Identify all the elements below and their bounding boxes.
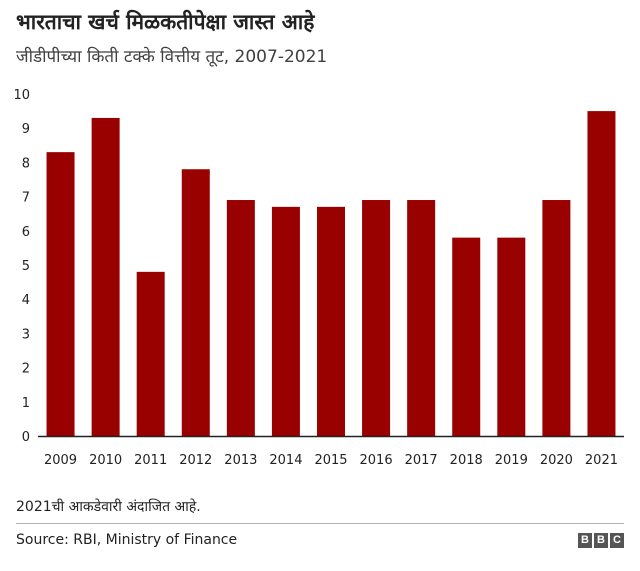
bar-2011 (136, 271, 165, 436)
footnote: 2021ची आकडेवारी अंदाजित आहे. (16, 499, 201, 515)
bar-2009 (46, 152, 75, 436)
x-tick-label: 2019 (495, 453, 528, 468)
x-tick-label: 2013 (224, 453, 257, 468)
y-tick-label: 8 (22, 156, 30, 171)
bar-2016 (362, 200, 391, 436)
logo-letter-b1: B (578, 533, 592, 548)
x-tick-label: 2014 (269, 453, 302, 468)
bar-2013 (226, 200, 255, 436)
y-tick-label: 2 (22, 362, 30, 377)
y-tick-label: 3 (22, 327, 30, 342)
y-tick-label: 0 (22, 430, 30, 445)
x-tick-label: 2021 (585, 453, 618, 468)
logo-letter-c: C (610, 533, 624, 548)
x-tick-label: 2009 (44, 453, 77, 468)
y-tick-label: 1 (22, 396, 30, 411)
bar-2012 (181, 169, 210, 437)
x-tick-label: 2015 (314, 453, 347, 468)
footer-divider (16, 523, 624, 524)
bar-2015 (317, 206, 345, 436)
bar-chart: 0 1 2 3 4 5 6 7 8 9 10 2009 2010 2011 2012 2013 2014 2015… (13, 88, 624, 468)
x-tick-label: 2010 (89, 453, 122, 468)
y-tick-label: 5 (22, 259, 30, 274)
bar-2021 (587, 111, 616, 436)
x-tick-label: 2011 (134, 453, 167, 468)
x-tick-label: 2012 (179, 453, 212, 468)
y-tick-label: 10 (13, 88, 30, 103)
bar-2020 (542, 200, 571, 436)
y-tick-label: 9 (22, 122, 30, 137)
chart-title: भारताचा खर्च मिळकतीपेक्षा जास्त आहे (16, 10, 315, 34)
y-tick-label: 7 (22, 191, 30, 206)
bbc-logo: B B C (578, 533, 624, 548)
x-tick-label: 2018 (450, 453, 483, 468)
bar-2014 (271, 206, 300, 436)
x-tick-label: 2016 (360, 453, 393, 468)
bar-2010 (91, 117, 120, 436)
x-tick-label: 2020 (540, 453, 573, 468)
logo-letter-b2: B (594, 533, 608, 548)
bar-2019 (497, 237, 526, 436)
bar-2017 (407, 200, 436, 436)
x-tick-label: 2017 (405, 453, 438, 468)
source-text: Source: RBI, Ministry of Finance (16, 532, 238, 548)
y-tick-label: 4 (22, 293, 30, 308)
bar-2018 (452, 237, 481, 436)
y-tick-label: 6 (22, 225, 30, 240)
chart-subtitle: जीडीपीच्या किती टक्के वित्तीय तूट, 2007-… (16, 47, 328, 67)
